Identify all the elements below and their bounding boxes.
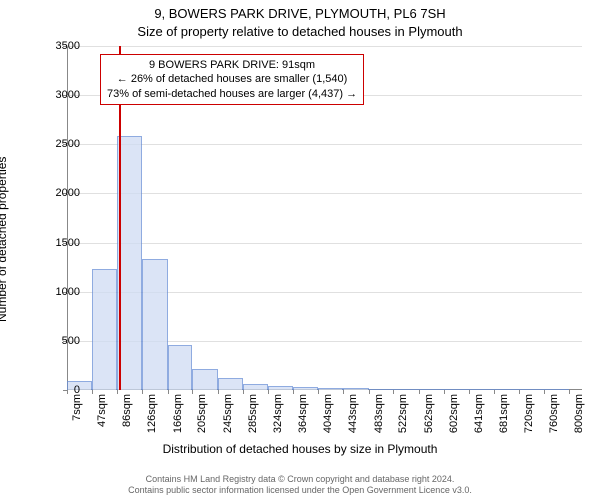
x-tick-mark — [519, 390, 520, 394]
histogram-bar — [218, 378, 243, 390]
x-tick-label: 720sqm — [523, 394, 535, 433]
x-tick-mark — [494, 390, 495, 394]
y-tick-label: 500 — [40, 335, 80, 347]
histogram-bar — [369, 389, 394, 390]
chart-title-line1: 9, BOWERS PARK DRIVE, PLYMOUTH, PL6 7SH — [0, 6, 600, 21]
histogram-bar — [393, 389, 418, 390]
x-tick-mark — [369, 390, 370, 394]
x-tick-mark — [142, 390, 143, 394]
histogram-bar — [318, 388, 343, 390]
callout-line1: 9 BOWERS PARK DRIVE: 91sqm — [107, 58, 357, 72]
x-tick-label: 562sqm — [423, 394, 435, 433]
histogram-bar — [494, 389, 519, 390]
histogram-bar — [92, 269, 117, 390]
x-tick-mark — [469, 390, 470, 394]
footer-line2: Contains public sector information licen… — [0, 485, 600, 496]
histogram-bar — [419, 389, 444, 390]
y-tick-label: 2500 — [40, 138, 80, 150]
x-tick-label: 681sqm — [498, 394, 510, 433]
x-tick-mark — [343, 390, 344, 394]
y-tick-label: 1500 — [40, 237, 80, 249]
histogram-bar — [243, 384, 268, 390]
x-tick-mark — [243, 390, 244, 394]
x-tick-label: 86sqm — [121, 394, 133, 427]
x-tick-label: 404sqm — [322, 394, 334, 433]
y-tick-label: 1000 — [40, 286, 80, 298]
x-tick-label: 166sqm — [172, 394, 184, 433]
x-tick-mark — [544, 390, 545, 394]
histogram-bar — [519, 389, 544, 390]
histogram-bar — [469, 389, 494, 390]
x-tick-mark — [444, 390, 445, 394]
x-tick-mark — [117, 390, 118, 394]
x-tick-label: 760sqm — [548, 394, 560, 433]
x-tick-mark — [168, 390, 169, 394]
x-tick-mark — [569, 390, 570, 394]
x-axis-label: Distribution of detached houses by size … — [0, 442, 600, 456]
chart-title-line2: Size of property relative to detached ho… — [0, 24, 600, 39]
footer-line1: Contains HM Land Registry data © Crown c… — [0, 474, 600, 485]
callout-line3: 73% of semi-detached houses are larger (… — [107, 87, 357, 101]
histogram-bar — [268, 386, 293, 390]
histogram-bar — [142, 259, 167, 390]
x-tick-label: 800sqm — [573, 394, 585, 433]
y-tick-label: 2000 — [40, 187, 80, 199]
x-tick-mark — [268, 390, 269, 394]
x-tick-label: 602sqm — [448, 394, 460, 433]
x-tick-label: 364sqm — [297, 394, 309, 433]
x-tick-mark — [92, 390, 93, 394]
histogram-bar — [168, 345, 193, 390]
chart-container: 9, BOWERS PARK DRIVE, PLYMOUTH, PL6 7SH … — [0, 0, 600, 500]
histogram-bar — [192, 369, 217, 390]
gridline — [67, 46, 582, 47]
gridline — [67, 193, 582, 194]
x-tick-label: 443sqm — [347, 394, 359, 433]
x-tick-label: 205sqm — [196, 394, 208, 433]
x-tick-label: 285sqm — [247, 394, 259, 433]
callout-box: 9 BOWERS PARK DRIVE: 91sqm ← 26% of deta… — [100, 54, 364, 105]
x-tick-mark — [393, 390, 394, 394]
x-tick-label: 245sqm — [222, 394, 234, 433]
histogram-bar — [343, 388, 368, 390]
x-tick-label: 47sqm — [96, 394, 108, 427]
x-tick-label: 126sqm — [146, 394, 158, 433]
gridline — [67, 144, 582, 145]
x-tick-mark — [293, 390, 294, 394]
y-tick-label: 3000 — [40, 89, 80, 101]
callout-line2: ← 26% of detached houses are smaller (1,… — [107, 72, 357, 86]
gridline — [67, 243, 582, 244]
x-tick-label: 324sqm — [272, 394, 284, 433]
footer-attribution: Contains HM Land Registry data © Crown c… — [0, 474, 600, 497]
x-tick-mark — [192, 390, 193, 394]
histogram-bar — [544, 389, 569, 390]
y-tick-label: 3500 — [40, 40, 80, 52]
x-tick-label: 483sqm — [373, 394, 385, 433]
x-tick-mark — [419, 390, 420, 394]
histogram-bar — [444, 389, 469, 390]
y-axis-label: Number of detached properties — [0, 67, 9, 232]
histogram-bar — [293, 387, 318, 390]
x-tick-label: 7sqm — [71, 394, 83, 421]
x-tick-mark — [318, 390, 319, 394]
x-tick-label: 522sqm — [397, 394, 409, 433]
x-tick-mark — [218, 390, 219, 394]
x-tick-label: 641sqm — [473, 394, 485, 433]
